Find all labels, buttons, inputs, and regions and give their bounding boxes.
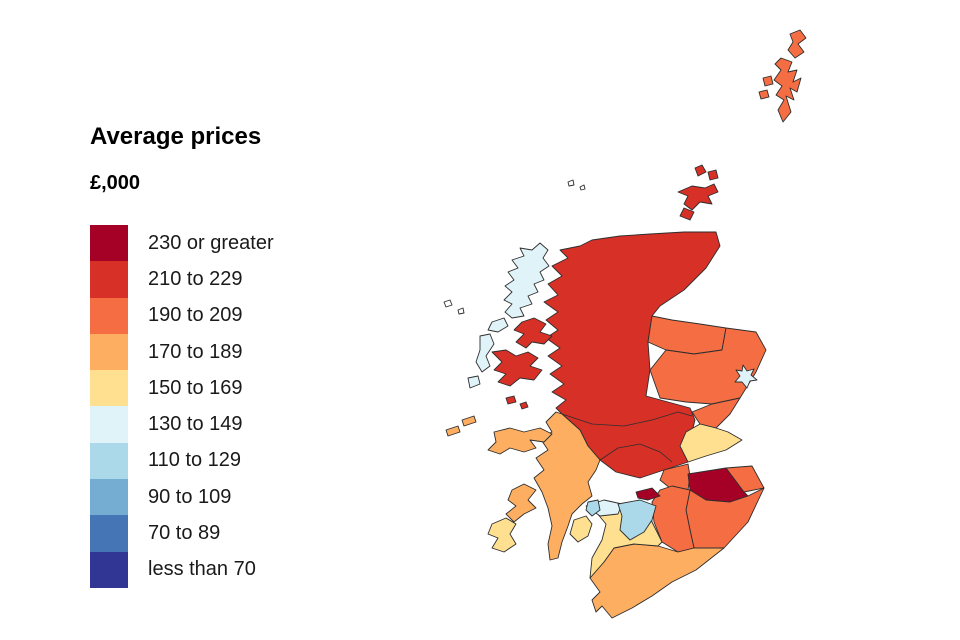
- region-dumfries-galloway: [589, 543, 725, 619]
- legend-item: 130 to 149: [90, 406, 274, 443]
- legend-title: Average prices: [90, 123, 262, 150]
- region-arran: [569, 515, 593, 543]
- region-skye-south: [491, 349, 543, 387]
- region-mull: [487, 427, 553, 455]
- legend-label: 90 to 109: [148, 485, 232, 508]
- legend: Average prices £,000 230 or greater 210 t…: [90, 122, 274, 588]
- region-aberdeen-city: [734, 364, 758, 389]
- region-shetland-north-isles: [787, 29, 807, 59]
- legend-swatch: [90, 225, 128, 262]
- legend-item: 190 to 209: [90, 297, 274, 334]
- legend-label: 230 or greater: [148, 231, 274, 254]
- legend-label: 210 to 229: [148, 267, 243, 290]
- region-small-isles-2: [519, 401, 529, 410]
- legend-item: less than 70: [90, 551, 274, 588]
- region-shetland-mainland: [773, 57, 802, 123]
- region-south-uist: [475, 333, 495, 373]
- legend-label: 150 to 169: [148, 376, 243, 399]
- region-tiree: [445, 425, 461, 437]
- region-skye-north: [513, 317, 553, 349]
- legend-swatch: [90, 479, 128, 516]
- region-highland-central-mainland: [543, 231, 721, 479]
- region-orkney-north-isle-1: [694, 164, 707, 177]
- legend-swatch: [90, 515, 128, 552]
- region-orkney-mainland: [677, 183, 719, 211]
- legend-item: 110 to 129: [90, 442, 274, 480]
- region-moray: [647, 315, 727, 355]
- legend-label: 130 to 149: [148, 413, 243, 436]
- region-aberdeenshire: [649, 327, 767, 405]
- internal-boundary-line: [561, 411, 693, 427]
- legend-swatch: [90, 333, 128, 371]
- region-barra: [467, 375, 481, 389]
- legend-swatch: [90, 370, 128, 407]
- region-coll: [461, 415, 477, 427]
- region-shetland-west-isle-1: [762, 75, 774, 87]
- internal-boundary-line: [599, 443, 673, 463]
- legend-item: 90 to 109: [90, 479, 274, 516]
- legend-label: 170 to 189: [148, 340, 243, 363]
- region-jura: [505, 483, 537, 523]
- legend-subtitle: £,000: [90, 172, 141, 194]
- legend-item: 150 to 169: [90, 370, 274, 407]
- legend-item: 210 to 229: [90, 261, 274, 298]
- region-glasgow-lanarkshire: [617, 499, 657, 541]
- region-north-uist: [487, 317, 509, 333]
- region-shetland-west-isle-2: [758, 89, 770, 100]
- legend-item: 70 to 89: [90, 515, 274, 552]
- legend-label: 110 to 129: [148, 449, 242, 472]
- legend-swatch: [90, 406, 128, 443]
- region-fair-isle-1: [567, 179, 575, 187]
- region-orkney-north-isle-2: [707, 169, 719, 181]
- region-bute: [585, 499, 601, 517]
- region-east-dunbartonshire-renfrewshire: [635, 487, 661, 501]
- region-islay: [487, 517, 517, 553]
- legend-swatch: [90, 297, 128, 334]
- region-fair-isle-2: [579, 184, 586, 191]
- legend-items: 230 or greater 210 to 229 190 to 209 170 to…: [90, 225, 274, 588]
- region-outlying-isle-1: [443, 299, 453, 308]
- legend-item: 230 or greater: [90, 225, 274, 262]
- region-argyll-mainland-kintyre: [533, 411, 601, 561]
- legend-swatch: [90, 551, 128, 588]
- region-small-isles-1: [505, 395, 517, 405]
- legend-item: 170 to 189: [90, 333, 274, 371]
- legend-label: 190 to 209: [148, 304, 243, 327]
- legend-label: 70 to 89: [148, 522, 221, 545]
- legend-swatch: [90, 442, 128, 480]
- legend-label: less than 70: [148, 558, 256, 581]
- region-fife: [679, 423, 743, 463]
- region-lewis-harris: [503, 242, 550, 319]
- region-outlying-isle-2: [457, 307, 465, 315]
- legend-swatch: [90, 261, 128, 298]
- region-orkney-hoy: [679, 207, 695, 221]
